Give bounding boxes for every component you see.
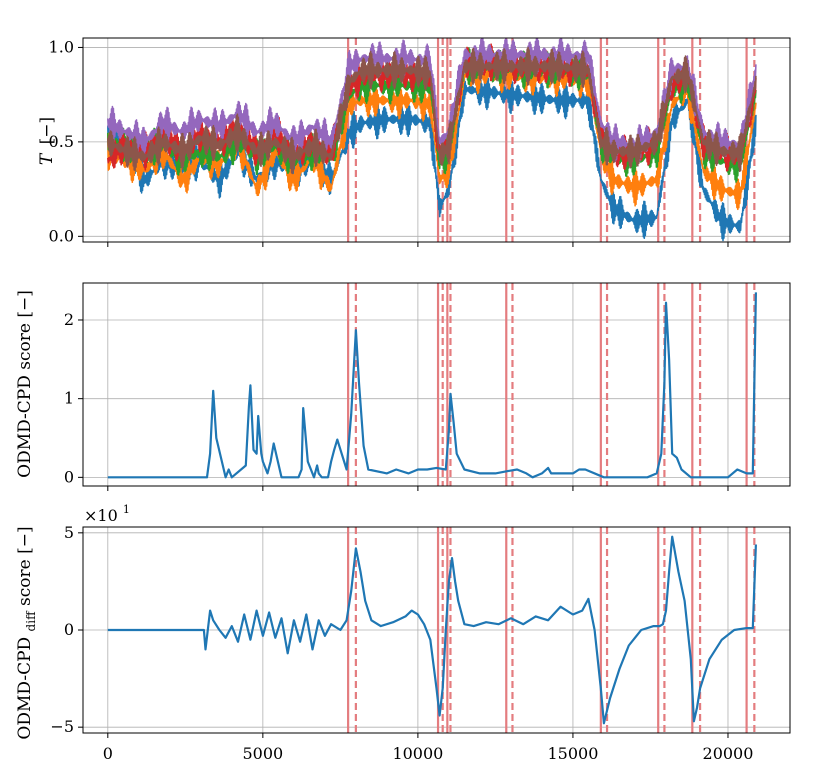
y-tick-label-1: 0	[64, 620, 74, 639]
x-tick-label-1: 5000	[242, 744, 283, 763]
series-line-s6	[107, 46, 757, 175]
series-line-s2	[107, 55, 757, 211]
y-tick-label-1: 1	[64, 389, 74, 408]
axes-frame-1	[82, 282, 791, 487]
ylabel-odmd-cpd-diff: ODMD-CPD diff score [−]	[15, 526, 40, 739]
x-tick-label-2: 10000	[392, 744, 443, 763]
series-line-diff-score	[107, 535, 757, 725]
x-tick-label-4: 20000	[703, 744, 754, 763]
series-group-2	[107, 535, 757, 725]
change-points-2	[347, 527, 756, 733]
axes-frame-0	[82, 37, 791, 243]
panel-odmd-cpd-diff: ODMD-CPD diff score [−] ×10 1 −5 0 5 0 5000 1…	[15, 503, 791, 763]
series-line-score	[107, 292, 757, 479]
grid-1	[83, 283, 790, 486]
ylabel-main: ODMD-CPD	[15, 637, 35, 740]
series-group-1	[107, 292, 757, 479]
y-tick-label-0: −5	[50, 717, 74, 736]
y-tick-label-2: 1.0	[49, 37, 74, 56]
y-tick-label-1: 0.5	[49, 132, 74, 151]
panel-odmd-cpd: ODMD-CPD score [−] 0 1 2	[15, 282, 791, 491]
ylabel-rest: score [−]	[15, 526, 35, 606]
panel-temperature: T [−] 0.0 0.5 1.0	[37, 37, 791, 247]
y-tick-label-2: 2	[64, 310, 74, 329]
y-tick-label-0: 0.0	[49, 226, 74, 245]
series-group-0	[107, 38, 757, 242]
x-tick-label-3: 15000	[547, 744, 598, 763]
change-points-1	[347, 283, 756, 486]
ylabel-unit: [−]	[37, 117, 57, 145]
offset-exponent: 1	[123, 503, 130, 516]
ylabel-odmd-cpd: ODMD-CPD score [−]	[15, 290, 35, 478]
ylabel-temperature: T [−]	[37, 117, 57, 165]
offset-base: ×10	[84, 506, 118, 525]
y-tick-label-2: 5	[64, 523, 74, 542]
x-tick-label-0: 0	[103, 744, 113, 763]
offset-label: ×10 1	[84, 503, 130, 525]
ylabel-symbol: T	[37, 152, 57, 165]
series-line-s5	[107, 38, 757, 162]
y-tick-label-0: 0	[64, 467, 74, 486]
ylabel-subscript: diff	[24, 610, 38, 632]
